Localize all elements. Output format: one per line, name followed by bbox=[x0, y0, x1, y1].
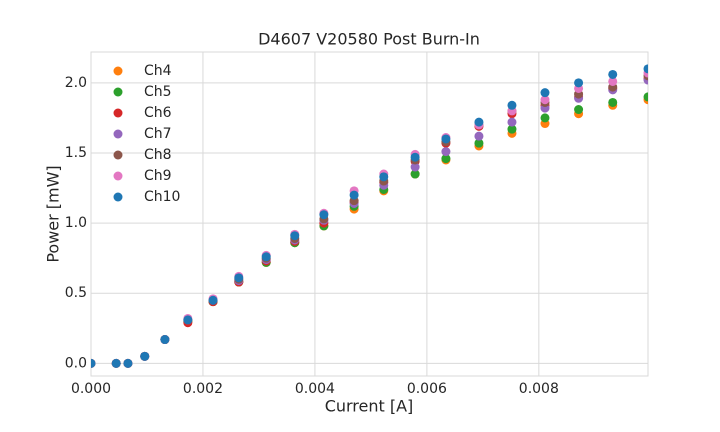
point bbox=[643, 64, 648, 74]
legend: Ch4 Ch5 Ch6 Ch7 Ch8 Ch9 Ch10 bbox=[113, 63, 180, 205]
y-tick-label: 2.0 bbox=[65, 75, 87, 91]
y-tick-label: 0.5 bbox=[65, 285, 87, 301]
point bbox=[540, 88, 550, 98]
legend-label: Ch8 bbox=[144, 147, 172, 163]
point bbox=[608, 76, 618, 86]
point bbox=[349, 190, 359, 200]
point bbox=[160, 335, 170, 345]
point bbox=[507, 124, 517, 134]
point bbox=[208, 295, 218, 305]
y-axis-label: Power [mW] bbox=[44, 165, 63, 262]
point bbox=[290, 231, 300, 241]
point bbox=[91, 358, 96, 368]
grid bbox=[90, 52, 648, 376]
x-tick-label: 0.004 bbox=[295, 381, 335, 397]
y-tick-label: 1.5 bbox=[65, 145, 87, 161]
legend-label: Ch5 bbox=[144, 84, 172, 100]
x-tick-label: 0.008 bbox=[519, 381, 559, 397]
point bbox=[474, 131, 484, 141]
point bbox=[140, 351, 150, 361]
point bbox=[319, 210, 329, 220]
x-tick-label: 0.006 bbox=[407, 381, 447, 397]
legend-marker bbox=[113, 129, 123, 139]
point bbox=[441, 154, 451, 164]
point bbox=[111, 358, 121, 368]
plot-area bbox=[90, 51, 649, 377]
x-axis-label: Current [A] bbox=[325, 397, 414, 416]
legend-marker bbox=[113, 150, 123, 160]
point bbox=[183, 315, 193, 325]
point bbox=[441, 147, 451, 157]
legend-label: Ch7 bbox=[144, 126, 172, 142]
point bbox=[574, 78, 584, 88]
point bbox=[379, 172, 389, 182]
legend-label: Ch9 bbox=[144, 168, 172, 184]
point bbox=[540, 113, 550, 123]
legend-label: Ch4 bbox=[144, 63, 172, 79]
legend-label: Ch6 bbox=[144, 105, 172, 121]
legend-marker bbox=[113, 66, 123, 76]
point bbox=[474, 117, 484, 127]
y-tick-label: 0.0 bbox=[65, 355, 87, 371]
point bbox=[410, 169, 420, 179]
point bbox=[441, 134, 451, 144]
point bbox=[474, 138, 484, 148]
point bbox=[643, 92, 648, 102]
point bbox=[507, 100, 517, 110]
point bbox=[410, 152, 420, 162]
legend-marker bbox=[113, 108, 123, 118]
points bbox=[91, 64, 648, 368]
point bbox=[574, 105, 584, 115]
point bbox=[608, 97, 618, 107]
legend-marker bbox=[113, 171, 123, 181]
point bbox=[507, 117, 517, 127]
point bbox=[123, 358, 133, 368]
point bbox=[261, 252, 271, 262]
point bbox=[234, 273, 244, 283]
point bbox=[608, 69, 618, 79]
point bbox=[410, 162, 420, 172]
point bbox=[540, 95, 550, 105]
legend-marker bbox=[113, 192, 123, 202]
legend-label: Ch10 bbox=[144, 189, 180, 205]
x-tick-label: 0.000 bbox=[71, 381, 111, 397]
x-tick-label: 0.002 bbox=[183, 381, 223, 397]
y-tick-label: 1.0 bbox=[65, 215, 87, 231]
chart-title: D4607 V20580 Post Burn-In bbox=[258, 30, 480, 49]
legend-marker bbox=[113, 87, 123, 97]
